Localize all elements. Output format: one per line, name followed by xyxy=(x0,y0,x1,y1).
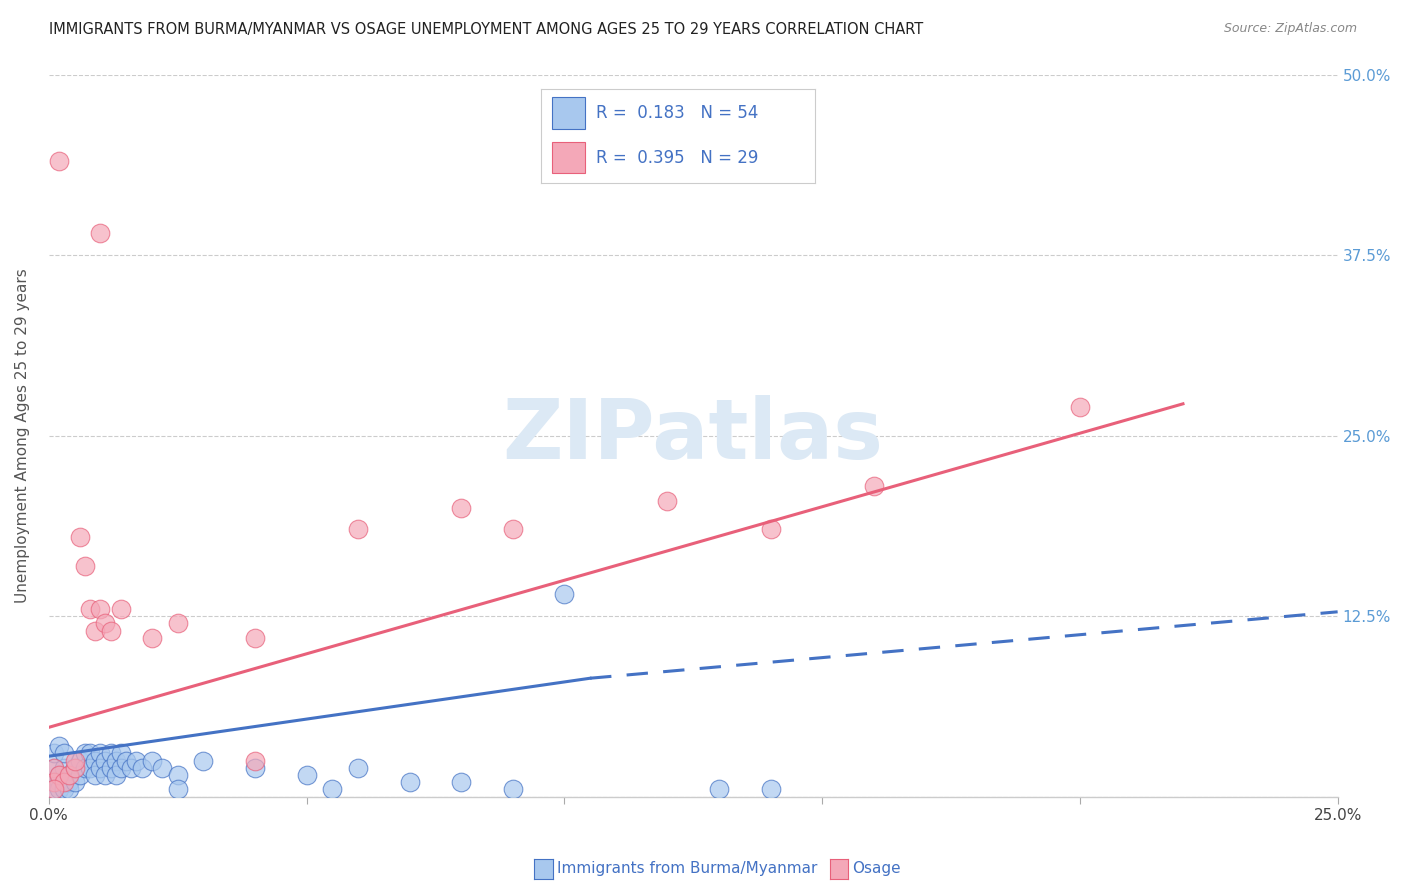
Point xyxy=(42,775,65,789)
Text: Source: ZipAtlas.com: Source: ZipAtlas.com xyxy=(1223,22,1357,36)
Point xyxy=(94,768,117,782)
Point xyxy=(42,782,65,797)
Point xyxy=(63,761,86,775)
Point xyxy=(321,782,343,797)
Point xyxy=(89,747,111,761)
Text: Immigrants from Burma/Myanmar: Immigrants from Burma/Myanmar xyxy=(557,862,817,876)
Point xyxy=(110,761,132,775)
Text: IMMIGRANTS FROM BURMA/MYANMAR VS OSAGE UNEMPLOYMENT AMONG AGES 25 TO 29 YEARS CO: IMMIGRANTS FROM BURMA/MYANMAR VS OSAGE U… xyxy=(49,22,924,37)
Point xyxy=(759,523,782,537)
Point xyxy=(63,754,86,768)
Point xyxy=(53,761,76,775)
Point xyxy=(69,530,91,544)
Point xyxy=(58,768,80,782)
Point xyxy=(707,782,730,797)
Point xyxy=(42,761,65,775)
Point xyxy=(398,775,420,789)
Point xyxy=(120,761,142,775)
Point xyxy=(141,631,163,645)
Point xyxy=(58,782,80,797)
Text: R =  0.183   N = 54: R = 0.183 N = 54 xyxy=(596,103,758,121)
Point xyxy=(42,782,65,797)
Point xyxy=(347,761,370,775)
Point xyxy=(110,602,132,616)
Point xyxy=(53,747,76,761)
Point xyxy=(89,227,111,241)
Point xyxy=(104,754,127,768)
Point xyxy=(94,754,117,768)
Point xyxy=(63,775,86,789)
Point xyxy=(759,782,782,797)
Point xyxy=(48,775,70,789)
Point xyxy=(42,761,65,775)
Point xyxy=(150,761,173,775)
Text: ZIPatlas: ZIPatlas xyxy=(503,395,884,476)
Point xyxy=(63,761,86,775)
Point xyxy=(84,768,107,782)
Point xyxy=(79,602,101,616)
Text: R =  0.395   N = 29: R = 0.395 N = 29 xyxy=(596,149,758,167)
Point xyxy=(141,754,163,768)
Y-axis label: Unemployment Among Ages 25 to 29 years: Unemployment Among Ages 25 to 29 years xyxy=(15,268,30,603)
Point xyxy=(243,761,266,775)
Point xyxy=(115,754,138,768)
Point xyxy=(166,782,188,797)
Point xyxy=(502,523,524,537)
Point xyxy=(104,768,127,782)
Point xyxy=(450,775,472,789)
Point xyxy=(243,631,266,645)
Point xyxy=(657,493,679,508)
Point xyxy=(110,747,132,761)
Point xyxy=(48,768,70,782)
Point xyxy=(862,479,884,493)
Point xyxy=(84,754,107,768)
Point xyxy=(243,754,266,768)
Point xyxy=(89,761,111,775)
Point xyxy=(48,768,70,782)
Point xyxy=(48,154,70,169)
Point xyxy=(53,775,76,789)
Point xyxy=(53,775,76,789)
Point xyxy=(1069,400,1091,414)
Point xyxy=(131,761,153,775)
Point xyxy=(100,747,122,761)
Point xyxy=(295,768,318,782)
Point xyxy=(89,602,111,616)
Point xyxy=(193,754,215,768)
Point xyxy=(79,761,101,775)
Point xyxy=(69,754,91,768)
Point xyxy=(125,754,148,768)
Bar xyxy=(553,142,585,173)
Point xyxy=(502,782,524,797)
Point xyxy=(48,739,70,753)
Point xyxy=(53,782,76,797)
Point xyxy=(553,587,575,601)
Point xyxy=(73,558,96,573)
Point xyxy=(79,747,101,761)
Point xyxy=(347,523,370,537)
Point xyxy=(73,761,96,775)
Point xyxy=(450,500,472,515)
Point xyxy=(166,768,188,782)
Point xyxy=(166,616,188,631)
Point xyxy=(58,768,80,782)
Point xyxy=(48,782,70,797)
Point xyxy=(69,768,91,782)
Point xyxy=(73,747,96,761)
Point xyxy=(42,747,65,761)
Text: Osage: Osage xyxy=(852,862,901,876)
Point xyxy=(58,775,80,789)
Point xyxy=(100,761,122,775)
Point xyxy=(94,616,117,631)
Point xyxy=(100,624,122,638)
Bar xyxy=(553,96,585,128)
Point xyxy=(42,775,65,789)
Point xyxy=(84,624,107,638)
